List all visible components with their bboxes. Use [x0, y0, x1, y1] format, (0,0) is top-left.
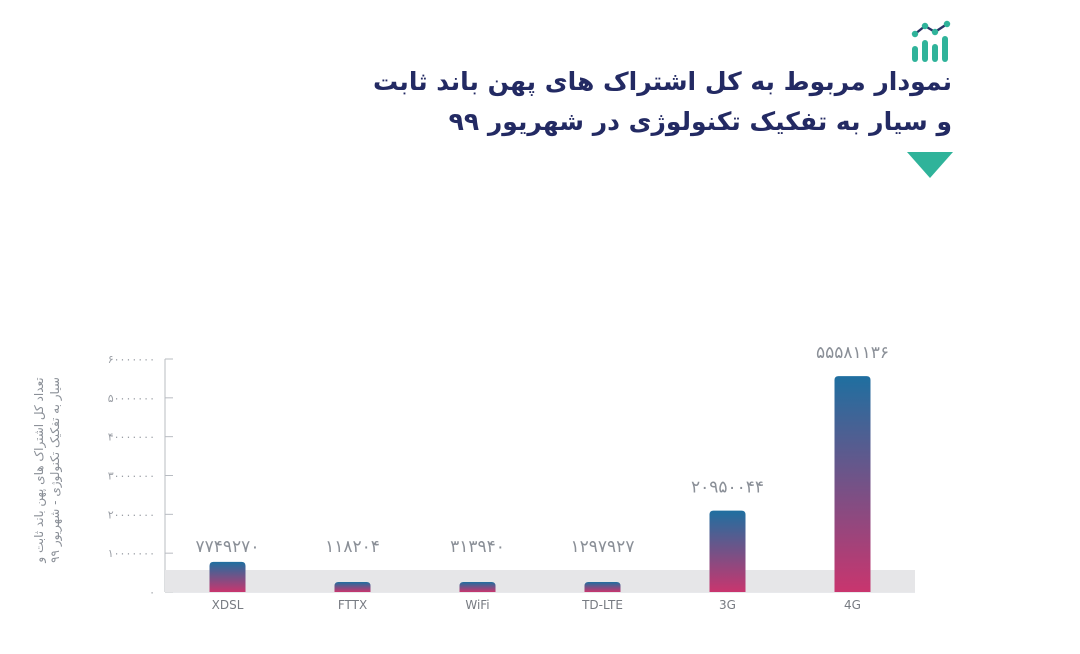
data-label-xdsl: ۷۷۴۹۲۷۰ — [196, 537, 260, 557]
y-tick-label: ۶۰۰۰۰۰۰۰ — [108, 353, 155, 366]
chart-title: نمودار مربوط به کل اشتراک های پهن باند ث… — [372, 62, 952, 142]
analytics-chart-icon — [911, 20, 951, 62]
data-label-wifi: ۳۱۳۹۴۰ — [450, 537, 505, 557]
bar-td-lte — [584, 582, 621, 592]
baseline-band — [165, 570, 915, 592]
x-tick-label-wifi: WiFi — [465, 598, 489, 612]
bar-4g — [834, 376, 871, 592]
x-tick-label-3g: 3G — [719, 598, 736, 612]
triangle-down-icon — [907, 152, 953, 178]
x-tick-label-td-lte: TD-LTE — [581, 598, 623, 612]
data-label-td-lte: ۱۲۹۷۹۲۷ — [571, 537, 635, 557]
chart-title-line-2: و سیار به تفکیک تکنولوژی در شهریور ۹۹ — [448, 107, 952, 136]
y-tick-label: ۴۰۰۰۰۰۰۰ — [108, 431, 155, 444]
y-tick-label: ۲۰۰۰۰۰۰۰ — [108, 508, 155, 521]
y-tick-label: ۰ — [149, 586, 155, 599]
x-tick-label-fttx: FTTX — [338, 598, 367, 612]
bar-xdsl — [209, 561, 246, 592]
x-tick-label-xdsl: XDSL — [212, 598, 244, 612]
data-label-3g: ۲۰۹۵۰۰۴۴ — [691, 478, 764, 498]
y-tick-label: ۳۰۰۰۰۰۰۰ — [108, 470, 155, 483]
bar-3g — [709, 510, 746, 592]
x-tick-label-4g: 4G — [844, 598, 861, 612]
data-label-4g: ۵۵۵۸۱۱۳۶ — [816, 343, 889, 363]
data-label-fttx: ۱۱۸۲۰۴ — [325, 537, 380, 557]
chart-title-line-1: نمودار مربوط به کل اشتراک های پهن باند ث… — [372, 67, 952, 96]
y-tick-label: ۱۰۰۰۰۰۰۰ — [108, 547, 155, 560]
bar-chart: ۰ ۱۰۰۰۰۰۰۰ ۲۰۰۰۰۰۰۰ ۳۰۰۰۰۰۰۰ ۴۰۰۰۰۰۰۰ ۵۰۰۰۰۰۰… — [108, 343, 915, 612]
y-tick-label: ۵۰۰۰۰۰۰۰ — [108, 392, 155, 405]
bar-fttx — [334, 582, 371, 592]
bar-wifi — [459, 582, 496, 592]
